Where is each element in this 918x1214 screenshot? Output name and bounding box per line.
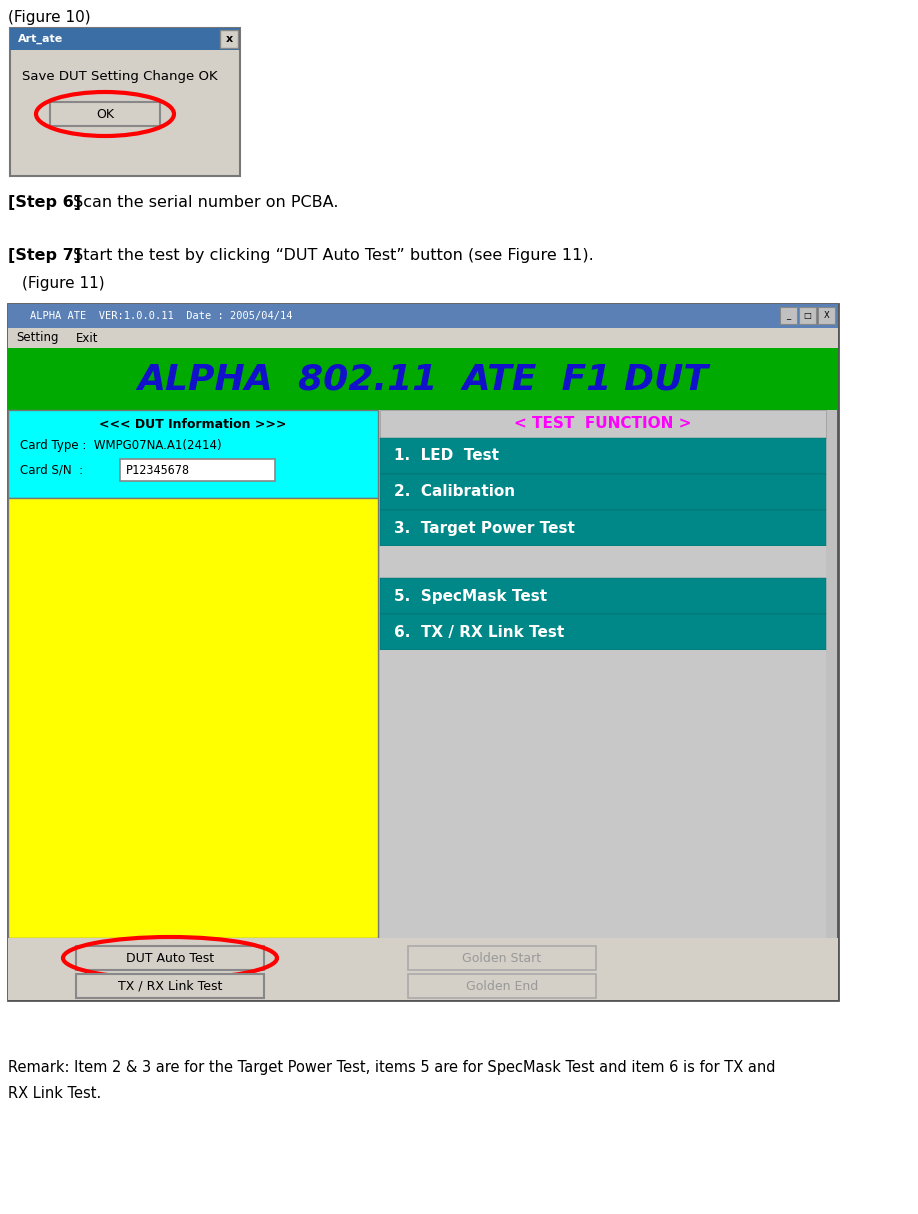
Text: P12345678: P12345678 xyxy=(126,464,190,477)
FancyBboxPatch shape xyxy=(380,546,826,578)
FancyBboxPatch shape xyxy=(8,304,838,1000)
Text: 6.  TX / RX Link Test: 6. TX / RX Link Test xyxy=(394,624,565,640)
FancyBboxPatch shape xyxy=(10,28,240,50)
Text: Scan the serial number on PCBA.: Scan the serial number on PCBA. xyxy=(68,195,339,210)
FancyBboxPatch shape xyxy=(408,974,596,998)
Text: Card Type :  WMPG07NA.A1(2414): Card Type : WMPG07NA.A1(2414) xyxy=(20,439,221,453)
FancyBboxPatch shape xyxy=(380,649,826,938)
Text: RX Link Test.: RX Link Test. xyxy=(8,1087,101,1101)
FancyBboxPatch shape xyxy=(380,438,826,473)
Text: 3.  Target Power Test: 3. Target Power Test xyxy=(394,521,575,535)
Text: TX / RX Link Test: TX / RX Link Test xyxy=(118,980,222,993)
Text: _: _ xyxy=(787,311,790,320)
Text: (Figure 11): (Figure 11) xyxy=(22,276,105,291)
FancyBboxPatch shape xyxy=(8,304,838,328)
FancyBboxPatch shape xyxy=(8,498,378,938)
Text: Setting: Setting xyxy=(16,331,59,345)
Text: X: X xyxy=(823,311,829,320)
Text: DUT Auto Test: DUT Auto Test xyxy=(126,952,214,964)
FancyBboxPatch shape xyxy=(380,578,826,614)
FancyBboxPatch shape xyxy=(8,938,838,1000)
FancyBboxPatch shape xyxy=(380,473,826,510)
FancyBboxPatch shape xyxy=(220,30,238,49)
FancyBboxPatch shape xyxy=(76,946,264,970)
Text: 1.  LED  Test: 1. LED Test xyxy=(394,448,499,464)
FancyBboxPatch shape xyxy=(10,28,240,176)
FancyBboxPatch shape xyxy=(8,410,378,498)
FancyBboxPatch shape xyxy=(8,348,838,410)
Text: <<< DUT Information >>>: <<< DUT Information >>> xyxy=(99,418,286,431)
Text: Golden End: Golden End xyxy=(465,980,538,993)
Text: [Step 7]: [Step 7] xyxy=(8,248,81,263)
FancyBboxPatch shape xyxy=(799,307,816,324)
Text: [Step 6]: [Step 6] xyxy=(8,195,81,210)
Text: Start the test by clicking “DUT Auto Test” button (see Figure 11).: Start the test by clicking “DUT Auto Tes… xyxy=(68,248,594,263)
Text: Save DUT Setting Change OK: Save DUT Setting Change OK xyxy=(22,70,218,83)
FancyBboxPatch shape xyxy=(50,102,160,126)
Text: 2.  Calibration: 2. Calibration xyxy=(394,484,515,499)
Text: OK: OK xyxy=(96,108,114,120)
Text: Exit: Exit xyxy=(76,331,98,345)
FancyBboxPatch shape xyxy=(380,410,826,438)
Text: Art_ate: Art_ate xyxy=(18,34,63,44)
Text: (Figure 10): (Figure 10) xyxy=(8,10,91,25)
Text: ALPHA ATE  VER:1.0.0.11  Date : 2005/04/14: ALPHA ATE VER:1.0.0.11 Date : 2005/04/14 xyxy=(30,311,293,320)
FancyBboxPatch shape xyxy=(120,459,275,481)
Text: Remark: Item 2 & 3 are for the Target Power Test, items 5 are for SpecMask Test : Remark: Item 2 & 3 are for the Target Po… xyxy=(8,1060,776,1076)
FancyBboxPatch shape xyxy=(380,614,826,649)
FancyBboxPatch shape xyxy=(780,307,797,324)
FancyBboxPatch shape xyxy=(380,510,826,546)
FancyBboxPatch shape xyxy=(8,328,838,348)
Text: Golden Start: Golden Start xyxy=(463,952,542,964)
FancyBboxPatch shape xyxy=(818,307,835,324)
Text: 5.  SpecMask Test: 5. SpecMask Test xyxy=(394,589,547,603)
FancyBboxPatch shape xyxy=(76,974,264,998)
FancyBboxPatch shape xyxy=(408,946,596,970)
Text: □: □ xyxy=(803,311,812,320)
Text: x: x xyxy=(226,34,232,44)
Text: Card S/N  :: Card S/N : xyxy=(20,464,91,477)
Text: ALPHA  802.11  ATE  F1 DUT: ALPHA 802.11 ATE F1 DUT xyxy=(138,362,709,396)
Text: < TEST  FUNCTION >: < TEST FUNCTION > xyxy=(514,416,691,431)
